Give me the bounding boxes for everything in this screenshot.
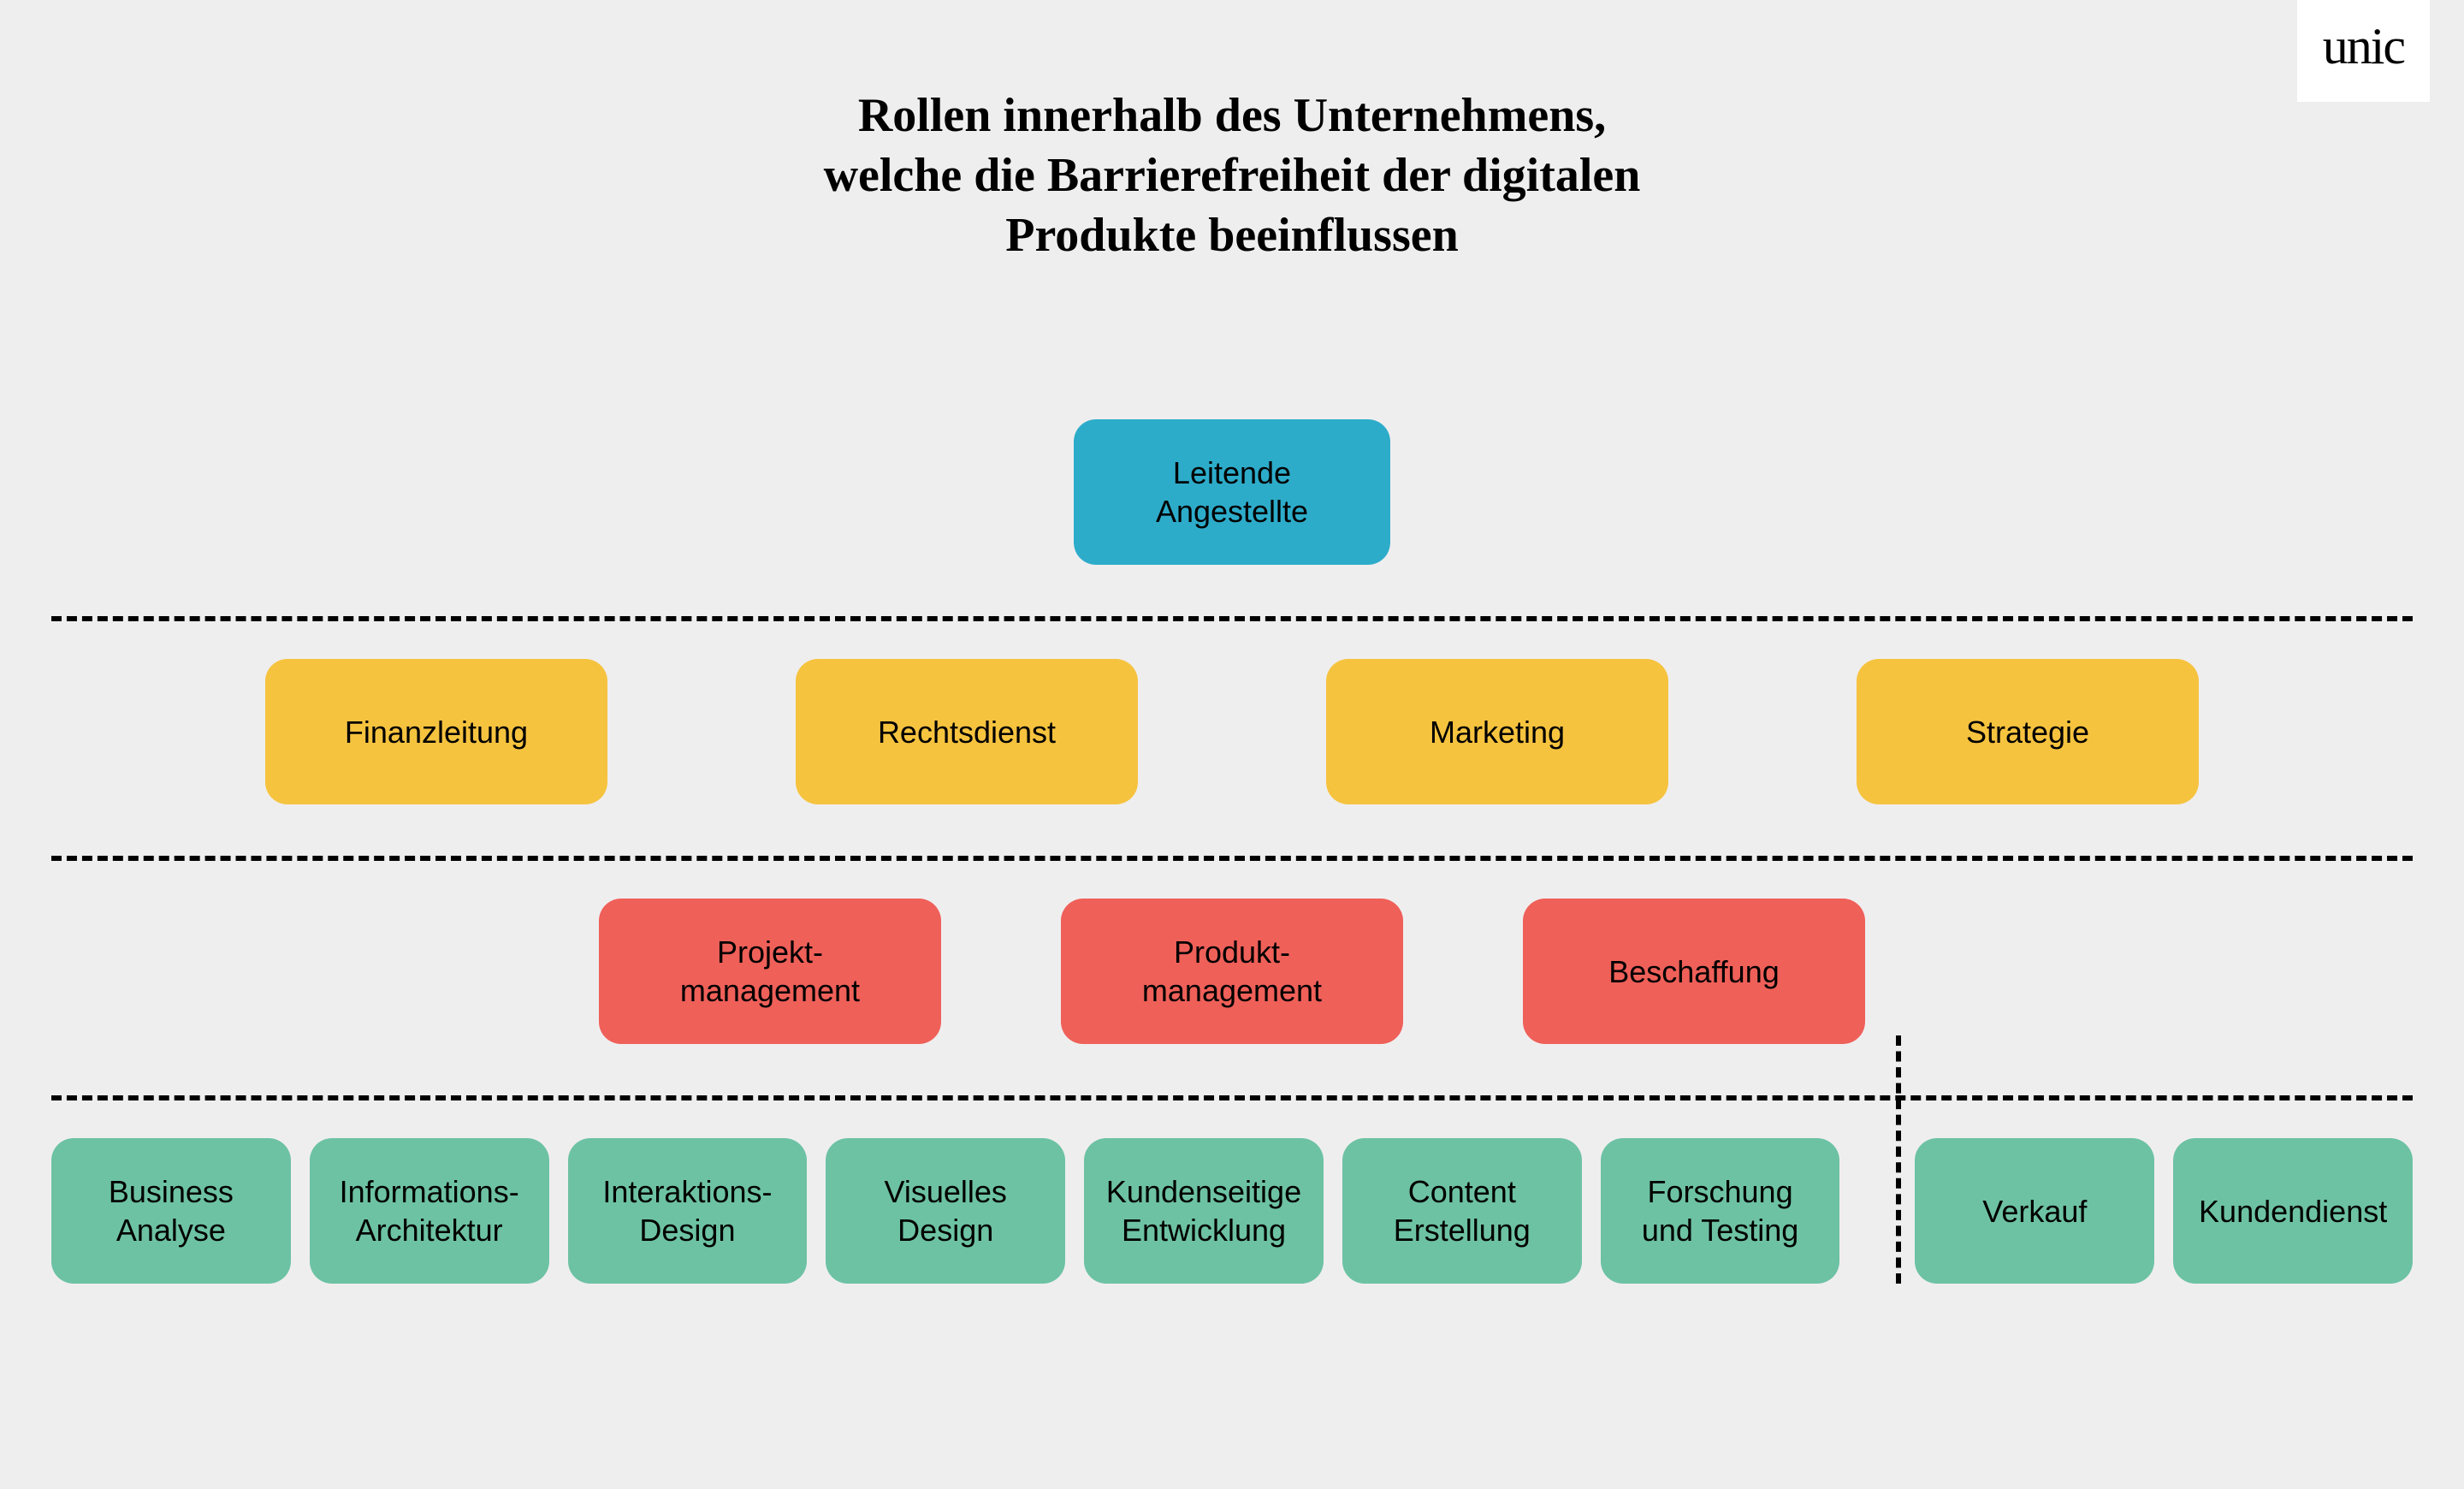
org-box: Leitende Angestellte xyxy=(1074,419,1390,565)
group-spacer xyxy=(1858,1138,1896,1284)
org-box-label: Forschung und Testing xyxy=(1642,1172,1798,1249)
group-divider-vertical xyxy=(1896,1035,1901,1284)
row-divider xyxy=(51,856,2413,861)
org-box: Finanzleitung xyxy=(265,659,607,804)
org-box-label: Business Analyse xyxy=(109,1172,234,1249)
org-row: Business Analyse Informations- Architektu… xyxy=(0,1138,2464,1284)
org-box-label: Leitende Angestellte xyxy=(1156,454,1308,531)
org-box: Marketing xyxy=(1326,659,1668,804)
org-box: Business Analyse xyxy=(51,1138,291,1284)
org-box: Visuelles Design xyxy=(826,1138,1065,1284)
org-box: Content Erstellung xyxy=(1342,1138,1582,1284)
org-box: Produkt- management xyxy=(1061,899,1403,1044)
title-line-1: Rollen innerhalb des Unternehmens, xyxy=(858,89,1606,142)
title-line-2: welche die Barrierefreiheit der digitale… xyxy=(824,149,1641,202)
brand-logo: unic xyxy=(2297,0,2430,102)
org-box-label: Visuelles Design xyxy=(885,1172,1007,1249)
diagram-canvas: unic Rollen innerhalb des Unternehmens, … xyxy=(0,0,2464,1489)
org-box-label: Marketing xyxy=(1430,713,1565,751)
org-box-label: Projekt- management xyxy=(680,933,860,1010)
org-box-label: Informations- Architektur xyxy=(340,1172,519,1249)
org-box-label: Kundenseitige Entwicklung xyxy=(1106,1172,1301,1249)
org-box-label: Interaktions- Design xyxy=(602,1172,772,1249)
org-box: Projekt- management xyxy=(599,899,941,1044)
row-divider xyxy=(51,616,2413,621)
diagram-title: Rollen innerhalb des Unternehmens, welch… xyxy=(548,86,1916,265)
org-box-label: Content Erstellung xyxy=(1394,1172,1531,1249)
brand-logo-text: unic xyxy=(2323,18,2404,74)
org-box: Forschung und Testing xyxy=(1601,1138,1840,1284)
org-box-label: Rechtsdienst xyxy=(878,713,1056,751)
org-row: Finanzleitung Rechtsdienst Marketing Strate… xyxy=(0,659,2464,804)
org-box-label: Verkauf xyxy=(1982,1192,2087,1231)
org-box: Strategie xyxy=(1857,659,2199,804)
org-box-label: Strategie xyxy=(1966,713,2089,751)
title-line-3: Produkte beeinflussen xyxy=(1005,209,1458,262)
row-divider xyxy=(51,1095,2413,1100)
org-box: Verkauf xyxy=(1915,1138,2154,1284)
org-box-label: Kundendienst xyxy=(2199,1192,2387,1231)
org-box-label: Finanzleitung xyxy=(345,713,528,751)
org-box-label: Beschaffung xyxy=(1608,952,1780,991)
org-box: Kundenseitige Entwicklung xyxy=(1084,1138,1324,1284)
org-row: Projekt- management Produkt- management Be… xyxy=(0,899,2464,1044)
org-box: Beschaffung xyxy=(1523,899,1865,1044)
org-box: Rechtsdienst xyxy=(796,659,1138,804)
org-box: Informations- Architektur xyxy=(310,1138,549,1284)
org-box: Interaktions- Design xyxy=(568,1138,808,1284)
org-box: Kundendienst xyxy=(2173,1138,2413,1284)
org-box-label: Produkt- management xyxy=(1142,933,1322,1010)
org-row: Leitende Angestellte xyxy=(0,419,2464,565)
